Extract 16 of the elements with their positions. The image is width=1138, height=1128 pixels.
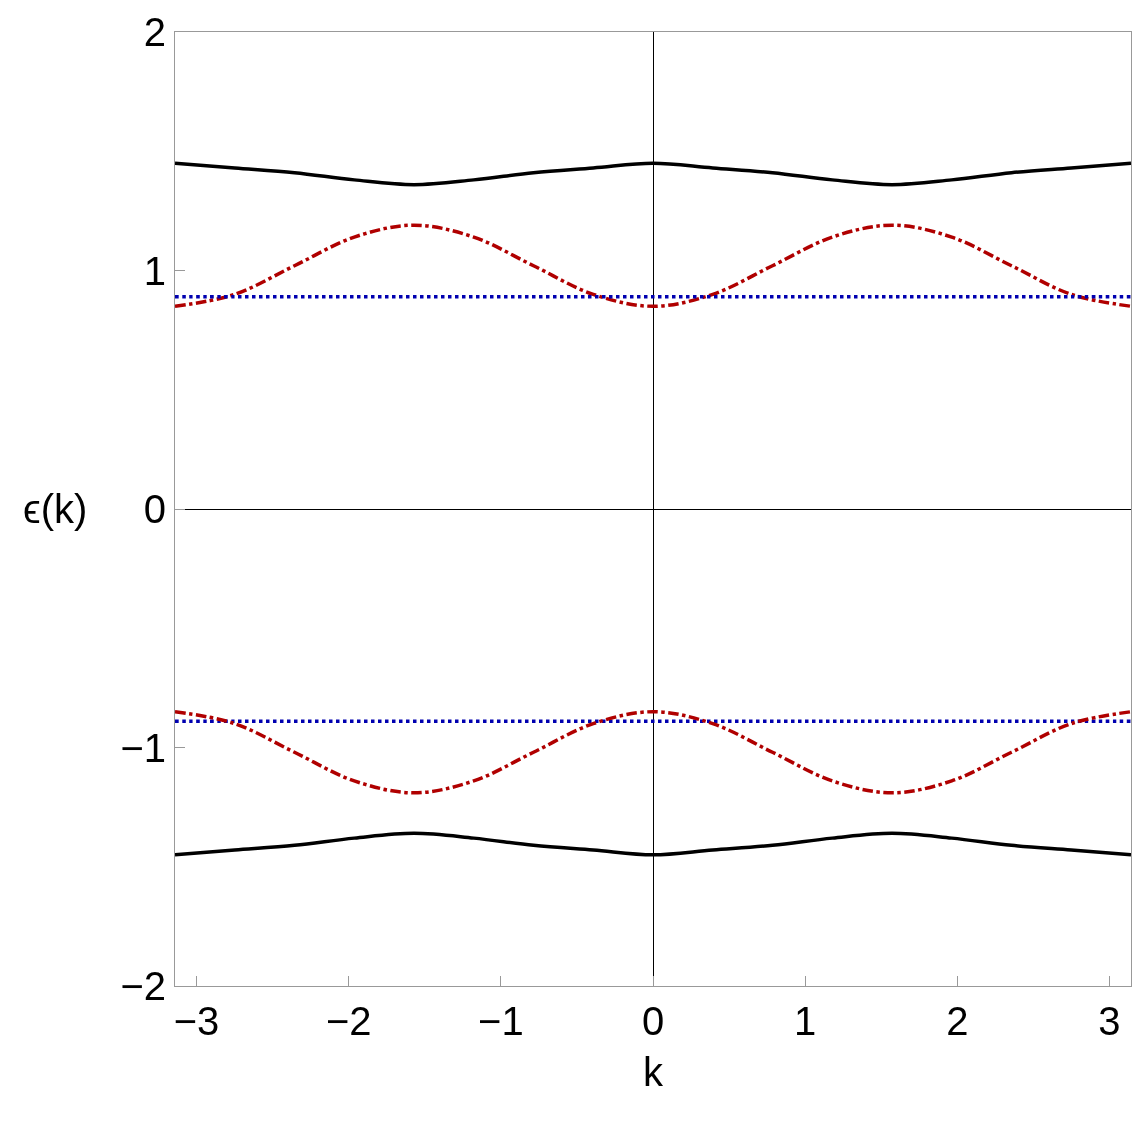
x-tick-label: −3	[173, 999, 220, 1043]
line-series	[175, 709, 1131, 795]
x-tick-label: 1	[794, 999, 817, 1043]
y-tick-label: −2	[120, 964, 166, 1008]
y-axis-title: ϵ(k)	[23, 487, 88, 531]
x-tick-label: −2	[325, 999, 372, 1043]
x-tick-label: 3	[1098, 999, 1121, 1043]
x-tick-label: 0	[641, 999, 665, 1043]
line-series	[175, 223, 1131, 309]
y-tick-label: −1	[120, 725, 166, 770]
x-axis-title: k	[643, 1049, 664, 1094]
x-tick-label: −1	[478, 999, 524, 1043]
x-tick-label: 2	[946, 999, 969, 1043]
y-tick-label: 0	[143, 487, 166, 531]
y-tick-label: 2	[143, 10, 166, 54]
y-tick-label: 1	[143, 248, 166, 293]
